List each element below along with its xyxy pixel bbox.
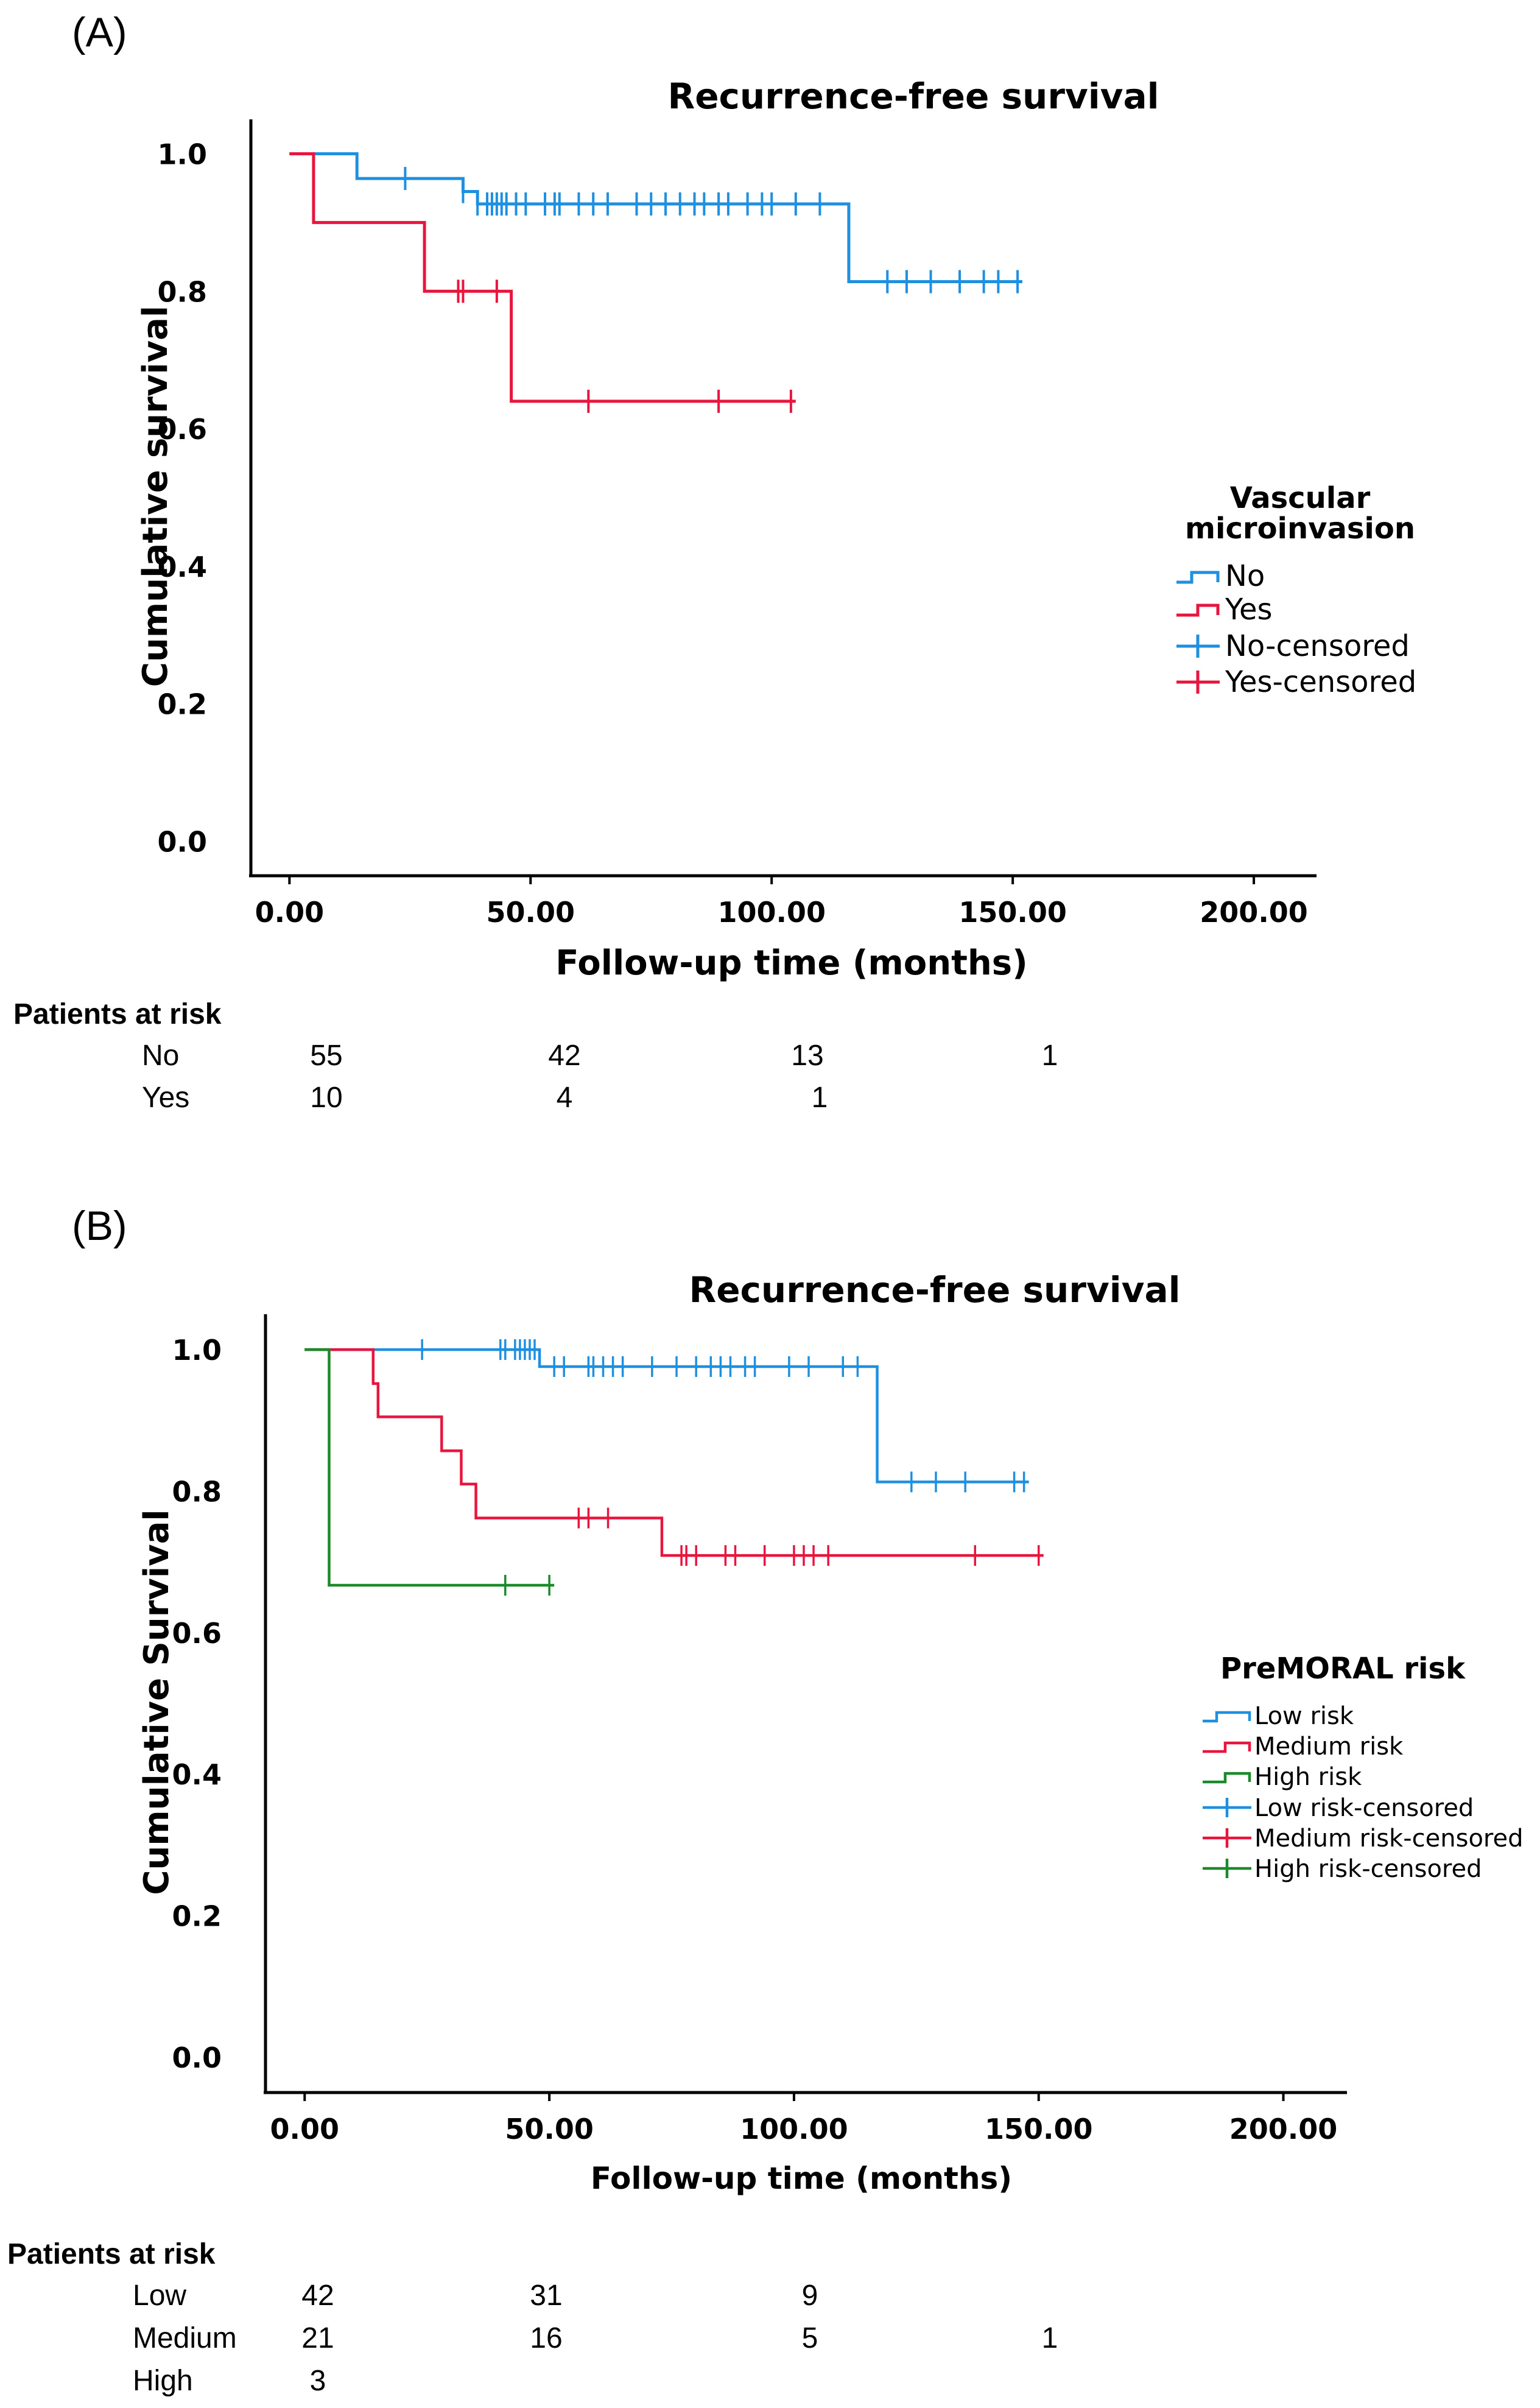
risk-value: 1 [1042, 2322, 1058, 2354]
risk-table-header: Patients at risk [7, 2238, 216, 2270]
y-tick-label: 0.0 [158, 826, 208, 859]
risk-value: 9 [802, 2280, 818, 2312]
y-tick-label: 1.0 [172, 1334, 222, 1367]
legend-title-line1: Vascular [1230, 481, 1371, 515]
y-tick-label: 0.6 [172, 1617, 222, 1650]
panel-b-plot-area [304, 1339, 1044, 1596]
panel-b-legend: PreMORAL risk Low risk Medium risk High … [1203, 1652, 1523, 1883]
panel-b-title: Recurrence-free survival [689, 1269, 1181, 1311]
legend-label-medium: Medium risk [1254, 1733, 1404, 1761]
panel-a-x-ticks: 0.00 50.00 100.00 150.00 200.00 [255, 876, 1308, 929]
y-tick-label: 0.0 [172, 2041, 222, 2074]
x-tick-label: 100.00 [740, 2113, 848, 2146]
legend-label-no: No [1225, 559, 1265, 593]
panel-a-legend: Vascular microinvasion No Yes No-censore… [1176, 481, 1416, 699]
legend-label-low: Low risk [1254, 1702, 1354, 1730]
risk-value: 10 [310, 1082, 342, 1114]
risk-value: 3 [310, 2365, 326, 2397]
y-tick-label: 0.8 [172, 1475, 222, 1508]
y-tick-label: 0.8 [158, 275, 208, 308]
risk-value: 13 [791, 1040, 823, 1072]
x-tick-label: 200.00 [1229, 2113, 1338, 2146]
panel-b-x-ticks: 0.00 50.00 100.00 150.00 200.00 [270, 2093, 1338, 2146]
x-tick-label: 150.00 [985, 2113, 1093, 2146]
legend-label-medium-censored: Medium risk-censored [1254, 1825, 1523, 1853]
panel-b-x-axis-label: Follow-up time (months) [591, 2161, 1012, 2196]
x-tick-label: 200.00 [1200, 896, 1308, 929]
panel-b-risk-table: Patients at risk Low 42 31 9 Medium 21 1… [7, 2238, 1058, 2397]
risk-row-label: No [142, 1040, 179, 1072]
legend-title: PreMORAL risk [1220, 1652, 1466, 1686]
legend-label-no-censored: No-censored [1225, 629, 1410, 663]
legend-label-high-censored: High risk-censored [1254, 1855, 1482, 1883]
panel-a-label: (A) [72, 9, 127, 55]
panel-b-y-ticks: 0.0 0.2 0.4 0.6 0.8 1.0 [172, 1334, 222, 2074]
risk-value: 1 [812, 1082, 828, 1114]
risk-value: 55 [310, 1040, 342, 1072]
panel-b-axes [264, 1314, 1347, 2094]
x-tick-label: 150.00 [958, 896, 1067, 929]
risk-value: 21 [301, 2322, 334, 2354]
legend-swatch-medium [1203, 1741, 1251, 1753]
risk-row-label: Medium [133, 2322, 237, 2354]
panel-b-y-axis-label: Cumulative Survival [137, 1509, 177, 1895]
legend-swatch-no-censored [1176, 635, 1220, 658]
x-tick-label: 50.00 [505, 2113, 594, 2146]
risk-value: 42 [301, 2280, 334, 2312]
legend-label-yes-censored: Yes-censored [1225, 665, 1416, 699]
panel-a-y-axis-label: Cumulative survival [136, 306, 175, 687]
panel-a-x-axis-label: Follow-up time (months) [555, 943, 1027, 983]
legend-swatch-no [1176, 571, 1220, 584]
panel-a-plot-area [289, 152, 1022, 413]
risk-value: 4 [557, 1082, 573, 1114]
legend-label-high: High risk [1254, 1763, 1362, 1791]
legend-swatch-medium-censored [1203, 1828, 1251, 1848]
risk-value: 42 [548, 1040, 580, 1072]
legend-label-low-censored: Low risk-censored [1254, 1794, 1474, 1822]
y-tick-label: 0.6 [158, 413, 208, 446]
risk-value: 31 [530, 2280, 562, 2312]
panel-a-y-ticks: 0.0 0.2 0.4 0.6 0.8 1.0 [158, 138, 208, 858]
series-line-yes [289, 152, 796, 403]
y-tick-label: 0.4 [172, 1758, 222, 1791]
series-line-medium-risk [304, 1348, 1044, 1557]
legend-label-yes: Yes [1225, 593, 1272, 627]
legend-swatch-yes [1176, 604, 1220, 617]
legend-swatch-yes-censored [1176, 671, 1220, 694]
series-line-high-risk [304, 1348, 555, 1587]
panel-a: (A) Recurrence-free survival 0.00 50.00 … [13, 9, 1416, 1114]
risk-row-label: Low [133, 2280, 186, 2312]
panel-a-title: Recurrence-free survival [668, 76, 1159, 117]
legend-swatch-high [1203, 1772, 1251, 1784]
panel-a-axes [249, 119, 1317, 878]
risk-value: 16 [530, 2322, 562, 2354]
risk-table-header: Patients at risk [13, 998, 222, 1030]
legend-title-line2: microinvasion [1185, 512, 1415, 546]
y-tick-label: 0.2 [158, 688, 208, 721]
y-tick-label: 1.0 [158, 138, 208, 171]
x-tick-label: 0.00 [255, 896, 325, 929]
panel-b-label: (B) [72, 1203, 127, 1249]
panel-b: (B) Recurrence-free survival 0.00 50.00 … [7, 1203, 1523, 2397]
risk-row-label: Yes [142, 1082, 189, 1114]
risk-value: 1 [1042, 1040, 1058, 1072]
legend-swatch-low-censored [1203, 1798, 1251, 1817]
legend-swatch-high-censored [1203, 1859, 1251, 1878]
risk-row-label: High [133, 2365, 193, 2397]
risk-value: 5 [802, 2322, 818, 2354]
y-tick-label: 0.4 [158, 551, 208, 583]
y-tick-label: 0.2 [172, 1900, 222, 1933]
x-tick-label: 0.00 [270, 2113, 340, 2146]
x-tick-label: 50.00 [487, 896, 575, 929]
series-line-no [289, 152, 1022, 283]
panel-a-risk-table: Patients at risk No 55 42 13 1 Yes 10 4 … [13, 998, 1058, 1114]
legend-swatch-low [1203, 1711, 1251, 1723]
x-tick-label: 100.00 [717, 896, 826, 929]
